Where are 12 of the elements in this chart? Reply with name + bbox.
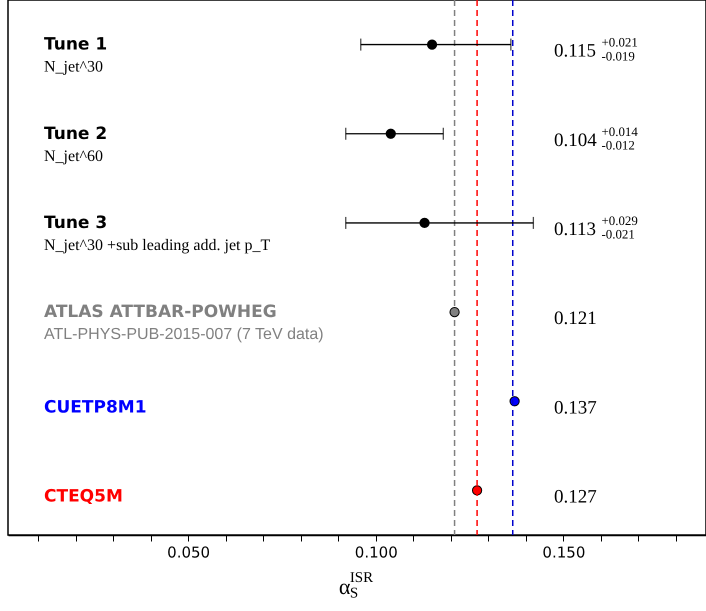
y-tick-label: Tune 1 N_jet^30	[44, 34, 108, 76]
x-tick-label: 0.050	[167, 544, 210, 562]
x-tick-label: 0.150	[542, 544, 586, 562]
y-tick-label: ATLAS ATTBAR-POWHEG ATL-PHYS-PUB-2015-007 (7 TeV data)	[44, 302, 324, 344]
annotation: 0.121	[554, 308, 597, 330]
x-tick-label: 0.100	[354, 544, 398, 562]
annotation: 0.137	[554, 397, 597, 418]
y-tick-label: CTEQ5M	[44, 486, 123, 506]
y-tick-label: CUETP8M1	[44, 397, 147, 418]
y-tick-label: Tune 2 N_jet^60	[44, 124, 108, 165]
annotation: 0.127	[554, 486, 597, 508]
y-tick-label: Tune 3 N_jet^30 +sub leading add. jet p_T	[44, 212, 270, 254]
